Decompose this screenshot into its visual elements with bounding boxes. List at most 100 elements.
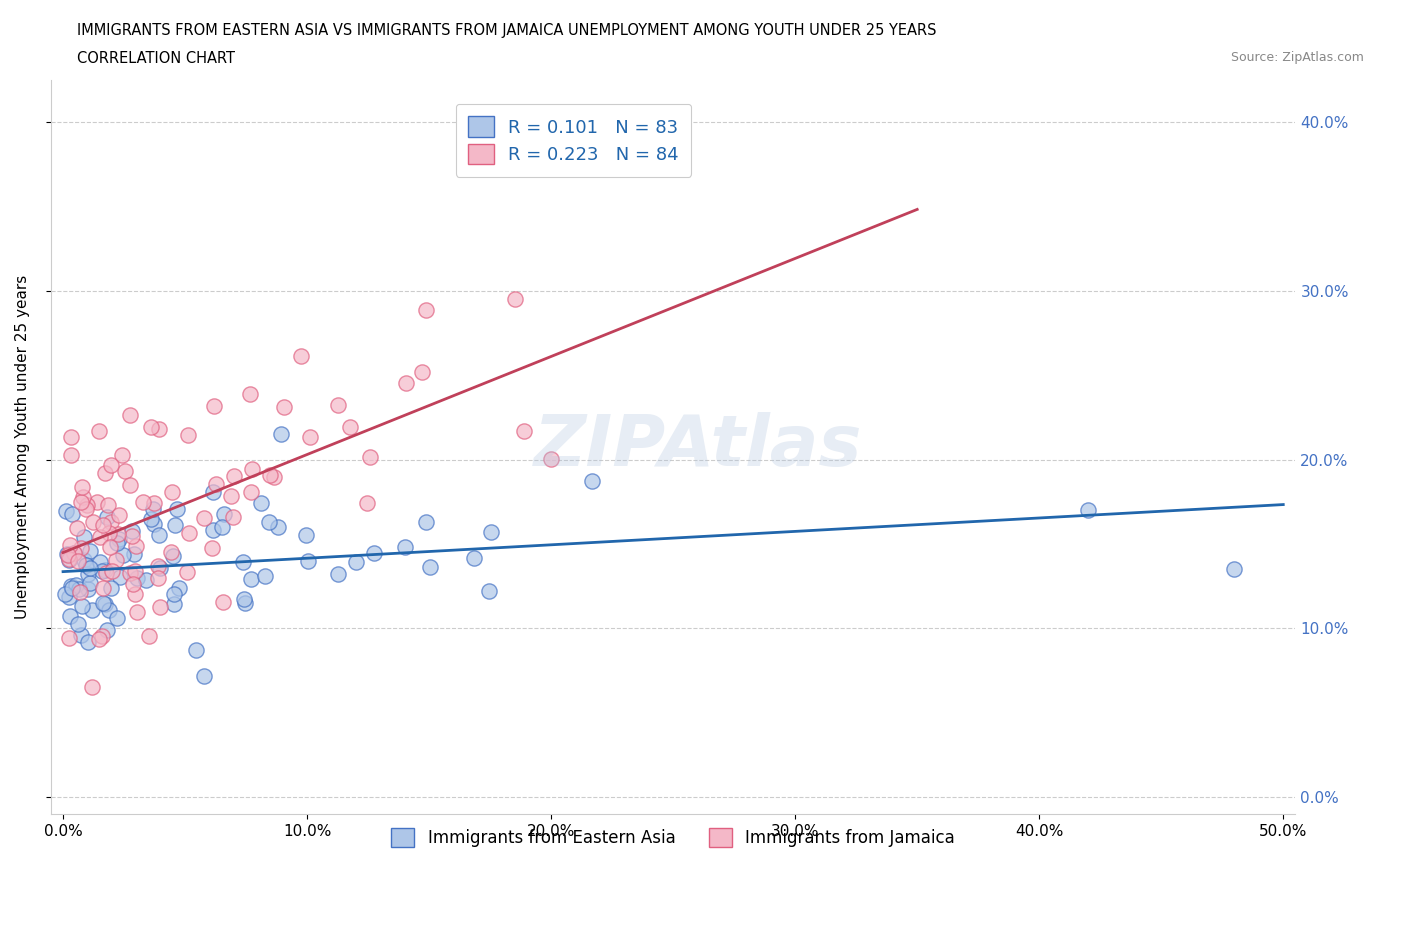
- Point: [1077, 503, 1099, 518]
- Point: [232, 554, 254, 569]
- Point: [118, 478, 141, 493]
- Point: [259, 468, 281, 483]
- Point: [233, 596, 256, 611]
- Point: [105, 536, 128, 551]
- Point: [94, 563, 117, 578]
- Point: [478, 584, 501, 599]
- Point: [118, 565, 141, 580]
- Point: [166, 501, 188, 516]
- Point: [419, 560, 441, 575]
- Point: [100, 514, 122, 529]
- Point: [58, 551, 80, 566]
- Point: [107, 531, 129, 546]
- Point: [60, 430, 83, 445]
- Point: [184, 643, 207, 658]
- Point: [70, 480, 93, 495]
- Point: [148, 422, 170, 437]
- Point: [540, 451, 562, 466]
- Point: [97, 603, 120, 618]
- Point: [91, 518, 114, 533]
- Point: [167, 581, 190, 596]
- Point: [69, 584, 91, 599]
- Point: [76, 498, 98, 512]
- Point: [263, 469, 285, 484]
- Point: [297, 553, 319, 568]
- Point: [82, 680, 104, 695]
- Point: [177, 427, 200, 442]
- Point: [581, 474, 603, 489]
- Point: [124, 587, 146, 602]
- Point: [359, 449, 381, 464]
- Point: [60, 447, 83, 462]
- Point: [89, 423, 111, 438]
- Point: [179, 525, 201, 540]
- Point: [202, 523, 225, 538]
- Point: [66, 520, 89, 535]
- Point: [165, 518, 187, 533]
- Point: [114, 464, 136, 479]
- Text: ZIPAtlas: ZIPAtlas: [534, 413, 862, 482]
- Point: [56, 548, 79, 563]
- Point: [503, 292, 526, 307]
- Point: [205, 477, 228, 492]
- Point: [211, 519, 233, 534]
- Point: [142, 516, 165, 531]
- Point: [107, 526, 129, 541]
- Text: IMMIGRANTS FROM EASTERN ASIA VS IMMIGRANTS FROM JAMAICA UNEMPLOYMENT AMONG YOUTH: IMMIGRANTS FROM EASTERN ASIA VS IMMIGRAN…: [77, 23, 936, 38]
- Point: [73, 529, 96, 544]
- Point: [240, 462, 263, 477]
- Point: [139, 512, 162, 526]
- Point: [193, 669, 215, 684]
- Point: [160, 544, 183, 559]
- Point: [66, 553, 89, 568]
- Point: [163, 587, 186, 602]
- Point: [149, 561, 172, 576]
- Point: [69, 495, 91, 510]
- Point: [75, 557, 97, 572]
- Point: [124, 563, 146, 578]
- Text: Source: ZipAtlas.com: Source: ZipAtlas.com: [1230, 51, 1364, 64]
- Point: [62, 507, 84, 522]
- Point: [142, 501, 165, 516]
- Point: [63, 545, 86, 560]
- Point: [96, 623, 118, 638]
- Point: [90, 564, 112, 578]
- Point: [148, 570, 170, 585]
- Point: [97, 526, 120, 541]
- Point: [72, 489, 94, 504]
- Point: [76, 567, 98, 582]
- Point: [273, 400, 295, 415]
- Point: [202, 399, 225, 414]
- Point: [121, 529, 143, 544]
- Point: [105, 611, 128, 626]
- Point: [270, 427, 292, 442]
- Point: [253, 568, 276, 583]
- Point: [70, 540, 93, 555]
- Point: [411, 365, 433, 379]
- Point: [239, 387, 262, 402]
- Point: [211, 595, 233, 610]
- Point: [326, 566, 349, 581]
- Point: [94, 466, 117, 481]
- Point: [89, 530, 111, 545]
- Point: [89, 554, 111, 569]
- Point: [138, 629, 160, 644]
- Point: [76, 581, 98, 596]
- Point: [86, 495, 108, 510]
- Point: [344, 554, 367, 569]
- Point: [121, 524, 143, 538]
- Point: [60, 578, 83, 593]
- Point: [132, 495, 155, 510]
- Point: [212, 506, 235, 521]
- Point: [77, 634, 100, 649]
- Point: [240, 485, 263, 499]
- Point: [70, 598, 93, 613]
- Point: [67, 581, 90, 596]
- Point: [463, 551, 485, 565]
- Point: [58, 590, 80, 604]
- Point: [59, 609, 82, 624]
- Point: [326, 397, 349, 412]
- Point: [149, 599, 172, 614]
- Point: [112, 548, 135, 563]
- Point: [415, 514, 437, 529]
